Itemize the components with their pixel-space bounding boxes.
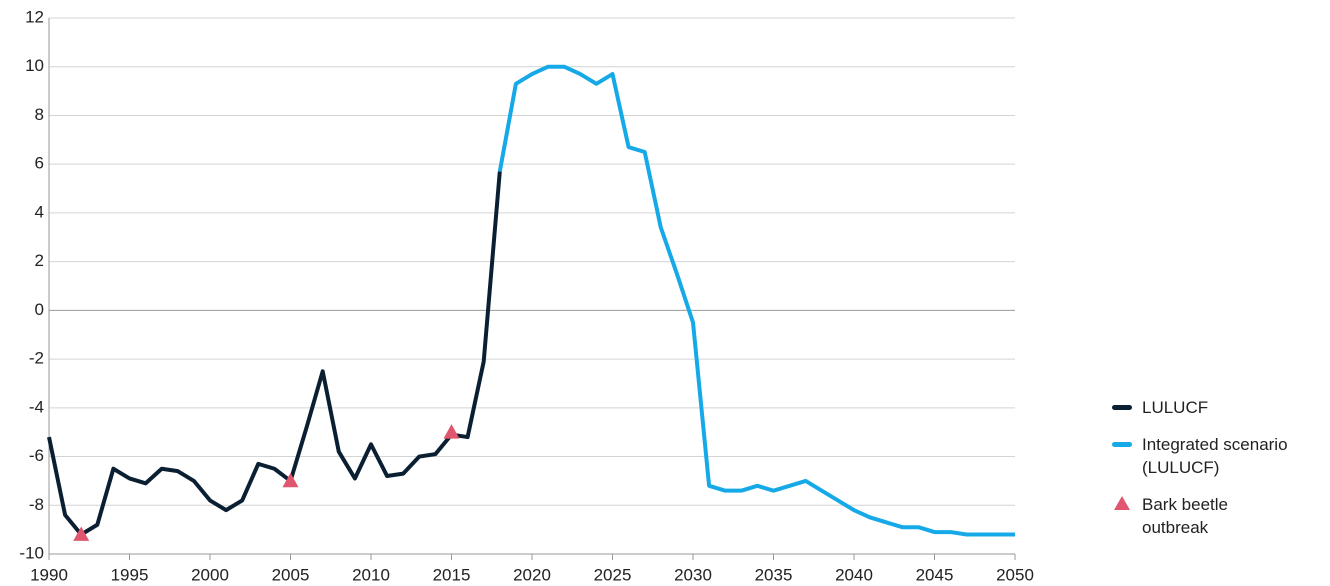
legend-swatch <box>1112 405 1132 410</box>
x-tick-label: 2010 <box>352 565 390 584</box>
legend-item: Bark beetle outbreak <box>1112 493 1322 539</box>
marker <box>443 424 460 439</box>
y-tick-label: 8 <box>35 105 44 124</box>
series-line <box>47 171 502 537</box>
x-tick-label: 2005 <box>272 565 310 584</box>
y-tick-label: -10 <box>19 543 44 562</box>
x-tick-label: 2030 <box>674 565 712 584</box>
legend-swatch <box>1114 496 1130 510</box>
series-line <box>497 64 1015 537</box>
x-tick-label: 2050 <box>996 565 1034 584</box>
x-tick-label: 2025 <box>594 565 632 584</box>
x-tick-label: 2040 <box>835 565 873 584</box>
legend-label: Integrated scenario (LULUCF) <box>1142 435 1288 477</box>
legend-label: Bark beetle outbreak <box>1142 495 1228 537</box>
legend: LULUCF Integrated scenario (LULUCF) Bark b… <box>1112 396 1322 553</box>
y-tick-label: -2 <box>29 349 44 368</box>
x-tick-label: 1990 <box>30 565 68 584</box>
y-tick-label: -6 <box>29 446 44 465</box>
legend-label: LULUCF <box>1142 398 1209 417</box>
legend-item: LULUCF <box>1112 396 1322 419</box>
x-tick-label: 2015 <box>433 565 471 584</box>
x-tick-label: 2035 <box>755 565 793 584</box>
y-tick-label: 4 <box>35 202 44 221</box>
marker <box>73 526 90 541</box>
y-tick-label: 2 <box>35 251 44 270</box>
y-tick-label: 10 <box>25 56 44 75</box>
y-tick-label: 12 <box>25 7 44 26</box>
y-tick-label: 0 <box>35 300 44 319</box>
x-tick-label: 2000 <box>191 565 229 584</box>
legend-item: Integrated scenario (LULUCF) <box>1112 433 1322 479</box>
x-tick-label: 2020 <box>513 565 551 584</box>
x-tick-label: 1995 <box>111 565 149 584</box>
y-tick-label: -8 <box>29 495 44 514</box>
y-tick-label: 6 <box>35 154 44 173</box>
marker <box>282 472 299 488</box>
y-tick-label: -4 <box>29 397 44 416</box>
legend-swatch <box>1112 442 1132 447</box>
x-tick-label: 2045 <box>916 565 954 584</box>
